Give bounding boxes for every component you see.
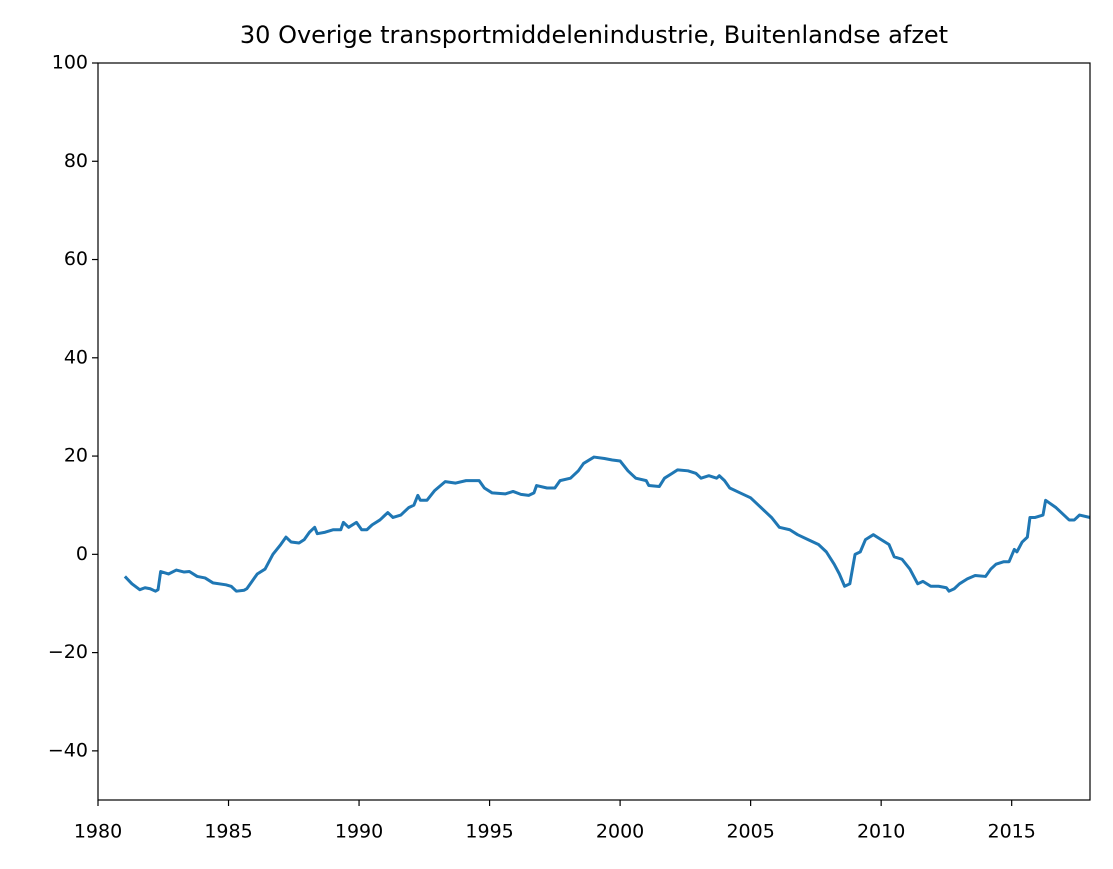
x-tick-label: 1985 [204,821,252,843]
x-tick-label: 1980 [74,821,122,843]
x-tick-label: 2015 [988,821,1036,843]
y-tick-label: 80 [64,150,88,172]
y-tick-label: 40 [64,346,88,368]
chart-title: 30 Overige transportmiddelenindustrie, B… [240,21,948,49]
x-tick-label: 2010 [857,821,905,843]
y-tick-label: 100 [52,52,88,74]
x-tick-label: 2000 [596,821,644,843]
x-tick-label: 1990 [335,821,383,843]
y-tick-label: 0 [76,543,88,565]
x-tick-label: 1995 [465,821,513,843]
y-tick-label: −20 [48,641,88,663]
y-tick-label: 60 [64,248,88,270]
y-tick-label: −40 [48,739,88,761]
plot-frame [97,62,1091,801]
y-tick-label: 20 [64,445,88,467]
x-tick-label: 2005 [726,821,774,843]
line-series [123,455,1091,593]
